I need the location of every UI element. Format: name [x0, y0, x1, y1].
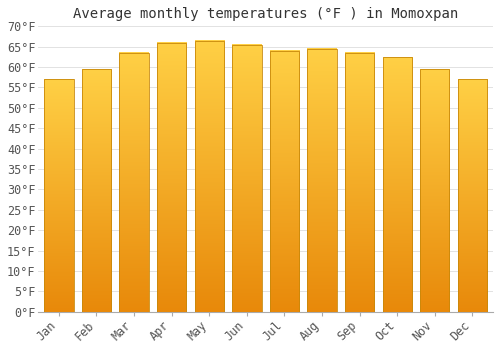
Bar	[420, 69, 450, 312]
Bar	[308, 49, 336, 312]
Title: Average monthly temperatures (°F ) in Momoxpan: Average monthly temperatures (°F ) in Mo…	[73, 7, 458, 21]
Bar	[270, 51, 299, 312]
Bar	[382, 57, 412, 312]
Bar	[120, 53, 148, 312]
Bar	[194, 41, 224, 312]
Bar	[458, 79, 487, 312]
Bar	[82, 69, 111, 312]
Bar	[232, 45, 262, 312]
Bar	[345, 53, 374, 312]
Bar	[157, 43, 186, 312]
Bar	[44, 79, 74, 312]
